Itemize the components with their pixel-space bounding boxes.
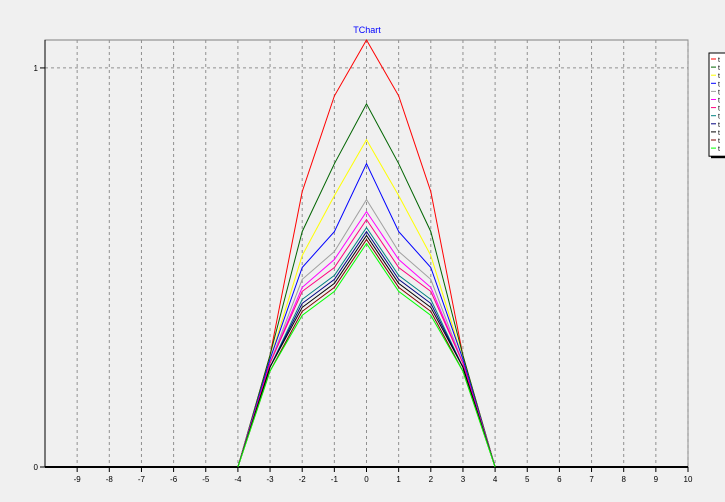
axes: -9 -8 -7 -6 -5 -4 -3 -2 -1 0 1 2 3 4 5 6 7 8 9 10 0 1 — [34, 40, 693, 484]
series-line-10 — [237, 234, 496, 468]
series-line-1 — [237, 38, 496, 468]
x-tick-label: -1 — [331, 475, 339, 484]
x-tick-label: -2 — [299, 475, 307, 484]
x-tick-label: -9 — [74, 475, 82, 484]
x-tick-label: 6 — [557, 475, 562, 484]
legend-label-6[interactable]: t — [718, 98, 720, 105]
x-tick-label: 10 — [684, 475, 693, 484]
chart-title: TChart — [353, 25, 381, 35]
series-group — [237, 38, 496, 468]
x-tick-label: 7 — [589, 475, 594, 484]
y-tick-label: 0 — [34, 463, 39, 472]
series-line-5 — [237, 198, 496, 468]
x-tick-label: 1 — [396, 475, 401, 484]
legend-label-12[interactable]: t — [718, 146, 720, 153]
legend-label-1[interactable]: t — [718, 57, 720, 64]
legend-label-9[interactable]: t — [718, 122, 720, 129]
x-tick-label: 4 — [493, 475, 498, 484]
x-tick-label: -3 — [266, 475, 274, 484]
series-line-6 — [237, 210, 496, 468]
series-line-11 — [237, 238, 496, 468]
x-tick-label: 0 — [364, 475, 369, 484]
legend-label-2[interactable]: t — [718, 65, 720, 72]
legend-label-8[interactable]: t — [718, 114, 720, 121]
legend-label-4[interactable]: t — [718, 81, 720, 88]
x-tick-label: 9 — [654, 475, 659, 484]
x-tick-label: -5 — [202, 475, 210, 484]
x-tick-label: 5 — [525, 475, 530, 484]
x-tick-label: -4 — [234, 475, 242, 484]
series-line-3 — [237, 138, 496, 468]
legend-label-5[interactable]: t — [718, 89, 720, 96]
y-tick-label: 1 — [34, 64, 39, 73]
legend-box — [708, 52, 725, 157]
x-tick-label: 2 — [429, 475, 434, 484]
legend-label-7[interactable]: t — [718, 106, 720, 113]
series-line-7 — [237, 218, 496, 468]
legend-label-3[interactable]: t — [718, 73, 720, 80]
grid — [45, 40, 689, 467]
series-line-12 — [237, 242, 496, 468]
x-tick-label: -6 — [170, 475, 178, 484]
legend-label-11[interactable]: t — [718, 138, 720, 145]
x-tick-label: 8 — [621, 475, 626, 484]
series-line-8 — [237, 226, 496, 468]
legend-label-10[interactable]: t — [718, 130, 720, 137]
series-line-4 — [237, 162, 496, 468]
series-line-9 — [237, 230, 496, 468]
series-line-2 — [237, 102, 496, 468]
x-tick-label: -8 — [106, 475, 114, 484]
x-tick-label: -7 — [138, 475, 146, 484]
x-tick-label: 3 — [461, 475, 466, 484]
